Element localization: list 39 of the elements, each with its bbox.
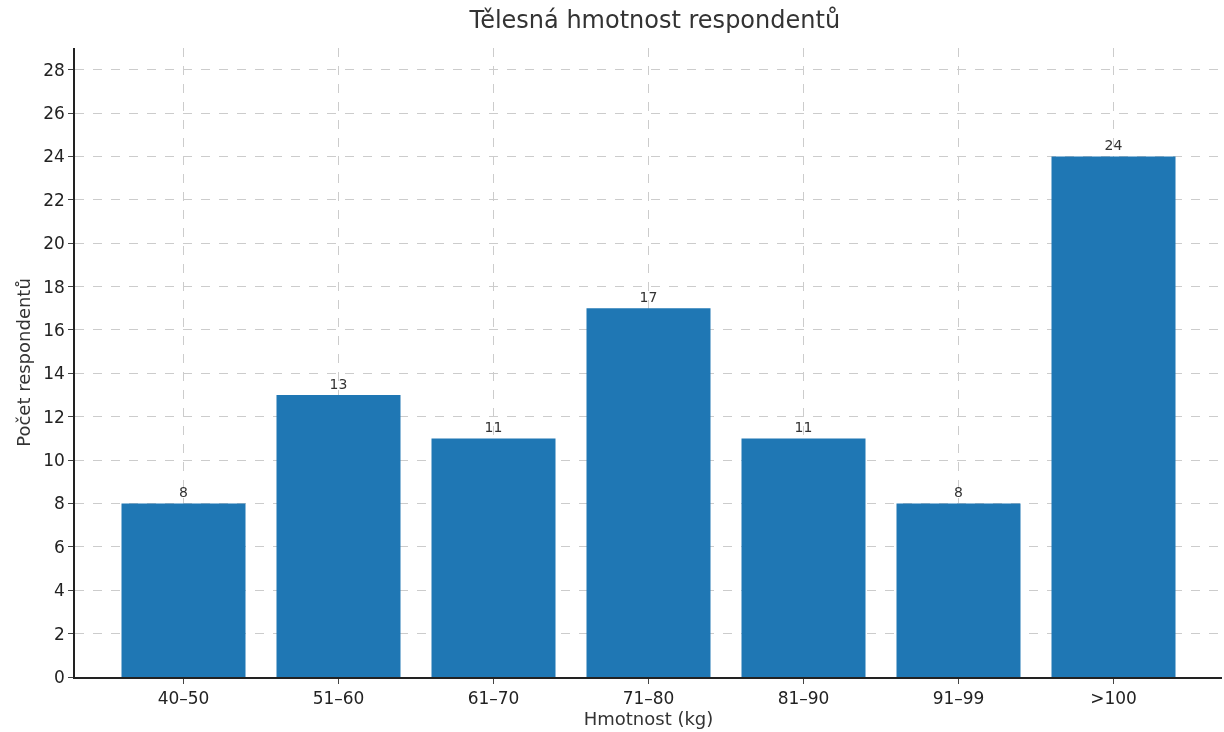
- chart-title: Tělesná hmotnost respondentů: [468, 5, 841, 34]
- bar: [431, 438, 556, 677]
- x-tick-label: 40–50: [157, 688, 210, 709]
- data-label: 13: [329, 376, 348, 393]
- y-tick-label: 14: [43, 363, 65, 384]
- data-label: 11: [794, 419, 813, 436]
- data-label: 8: [179, 484, 188, 501]
- bar: [741, 438, 866, 677]
- bar: [276, 395, 401, 677]
- bar: [586, 308, 711, 677]
- bar: [1051, 156, 1176, 677]
- y-tick-label: 22: [43, 189, 65, 210]
- y-tick-label: 8: [54, 493, 65, 514]
- data-label: 8: [954, 484, 963, 501]
- x-tick-label: 71–80: [622, 688, 675, 709]
- y-tick-label: 16: [43, 319, 65, 340]
- x-tick-label: 81–90: [777, 688, 830, 709]
- x-tick-label: 61–70: [467, 688, 520, 709]
- y-tick-label: 26: [43, 103, 65, 124]
- y-tick-label: 2: [54, 623, 65, 644]
- bar: [121, 503, 246, 677]
- y-tick-label: 12: [43, 406, 65, 427]
- x-tick-label: >100: [1090, 688, 1137, 709]
- y-tick-label: 0: [54, 666, 65, 687]
- y-tick-label: 20: [43, 233, 65, 254]
- data-label: 17: [639, 289, 658, 306]
- y-tick-label: 10: [43, 450, 65, 471]
- y-tick-label: 4: [54, 580, 65, 601]
- bar: [896, 503, 1021, 677]
- data-label: 11: [484, 419, 503, 436]
- y-axis-title: Počet respondentů: [12, 278, 34, 447]
- y-tick-label: 18: [43, 276, 65, 297]
- x-axis-title: Hmotnost (kg): [583, 708, 714, 730]
- x-tick-label: 91–99: [932, 688, 985, 709]
- y-tick-label: 28: [43, 59, 65, 80]
- data-label: 24: [1104, 137, 1123, 154]
- y-tick-label: 24: [43, 146, 65, 167]
- y-tick-label: 6: [54, 536, 65, 557]
- x-tick-label: 51–60: [312, 688, 365, 709]
